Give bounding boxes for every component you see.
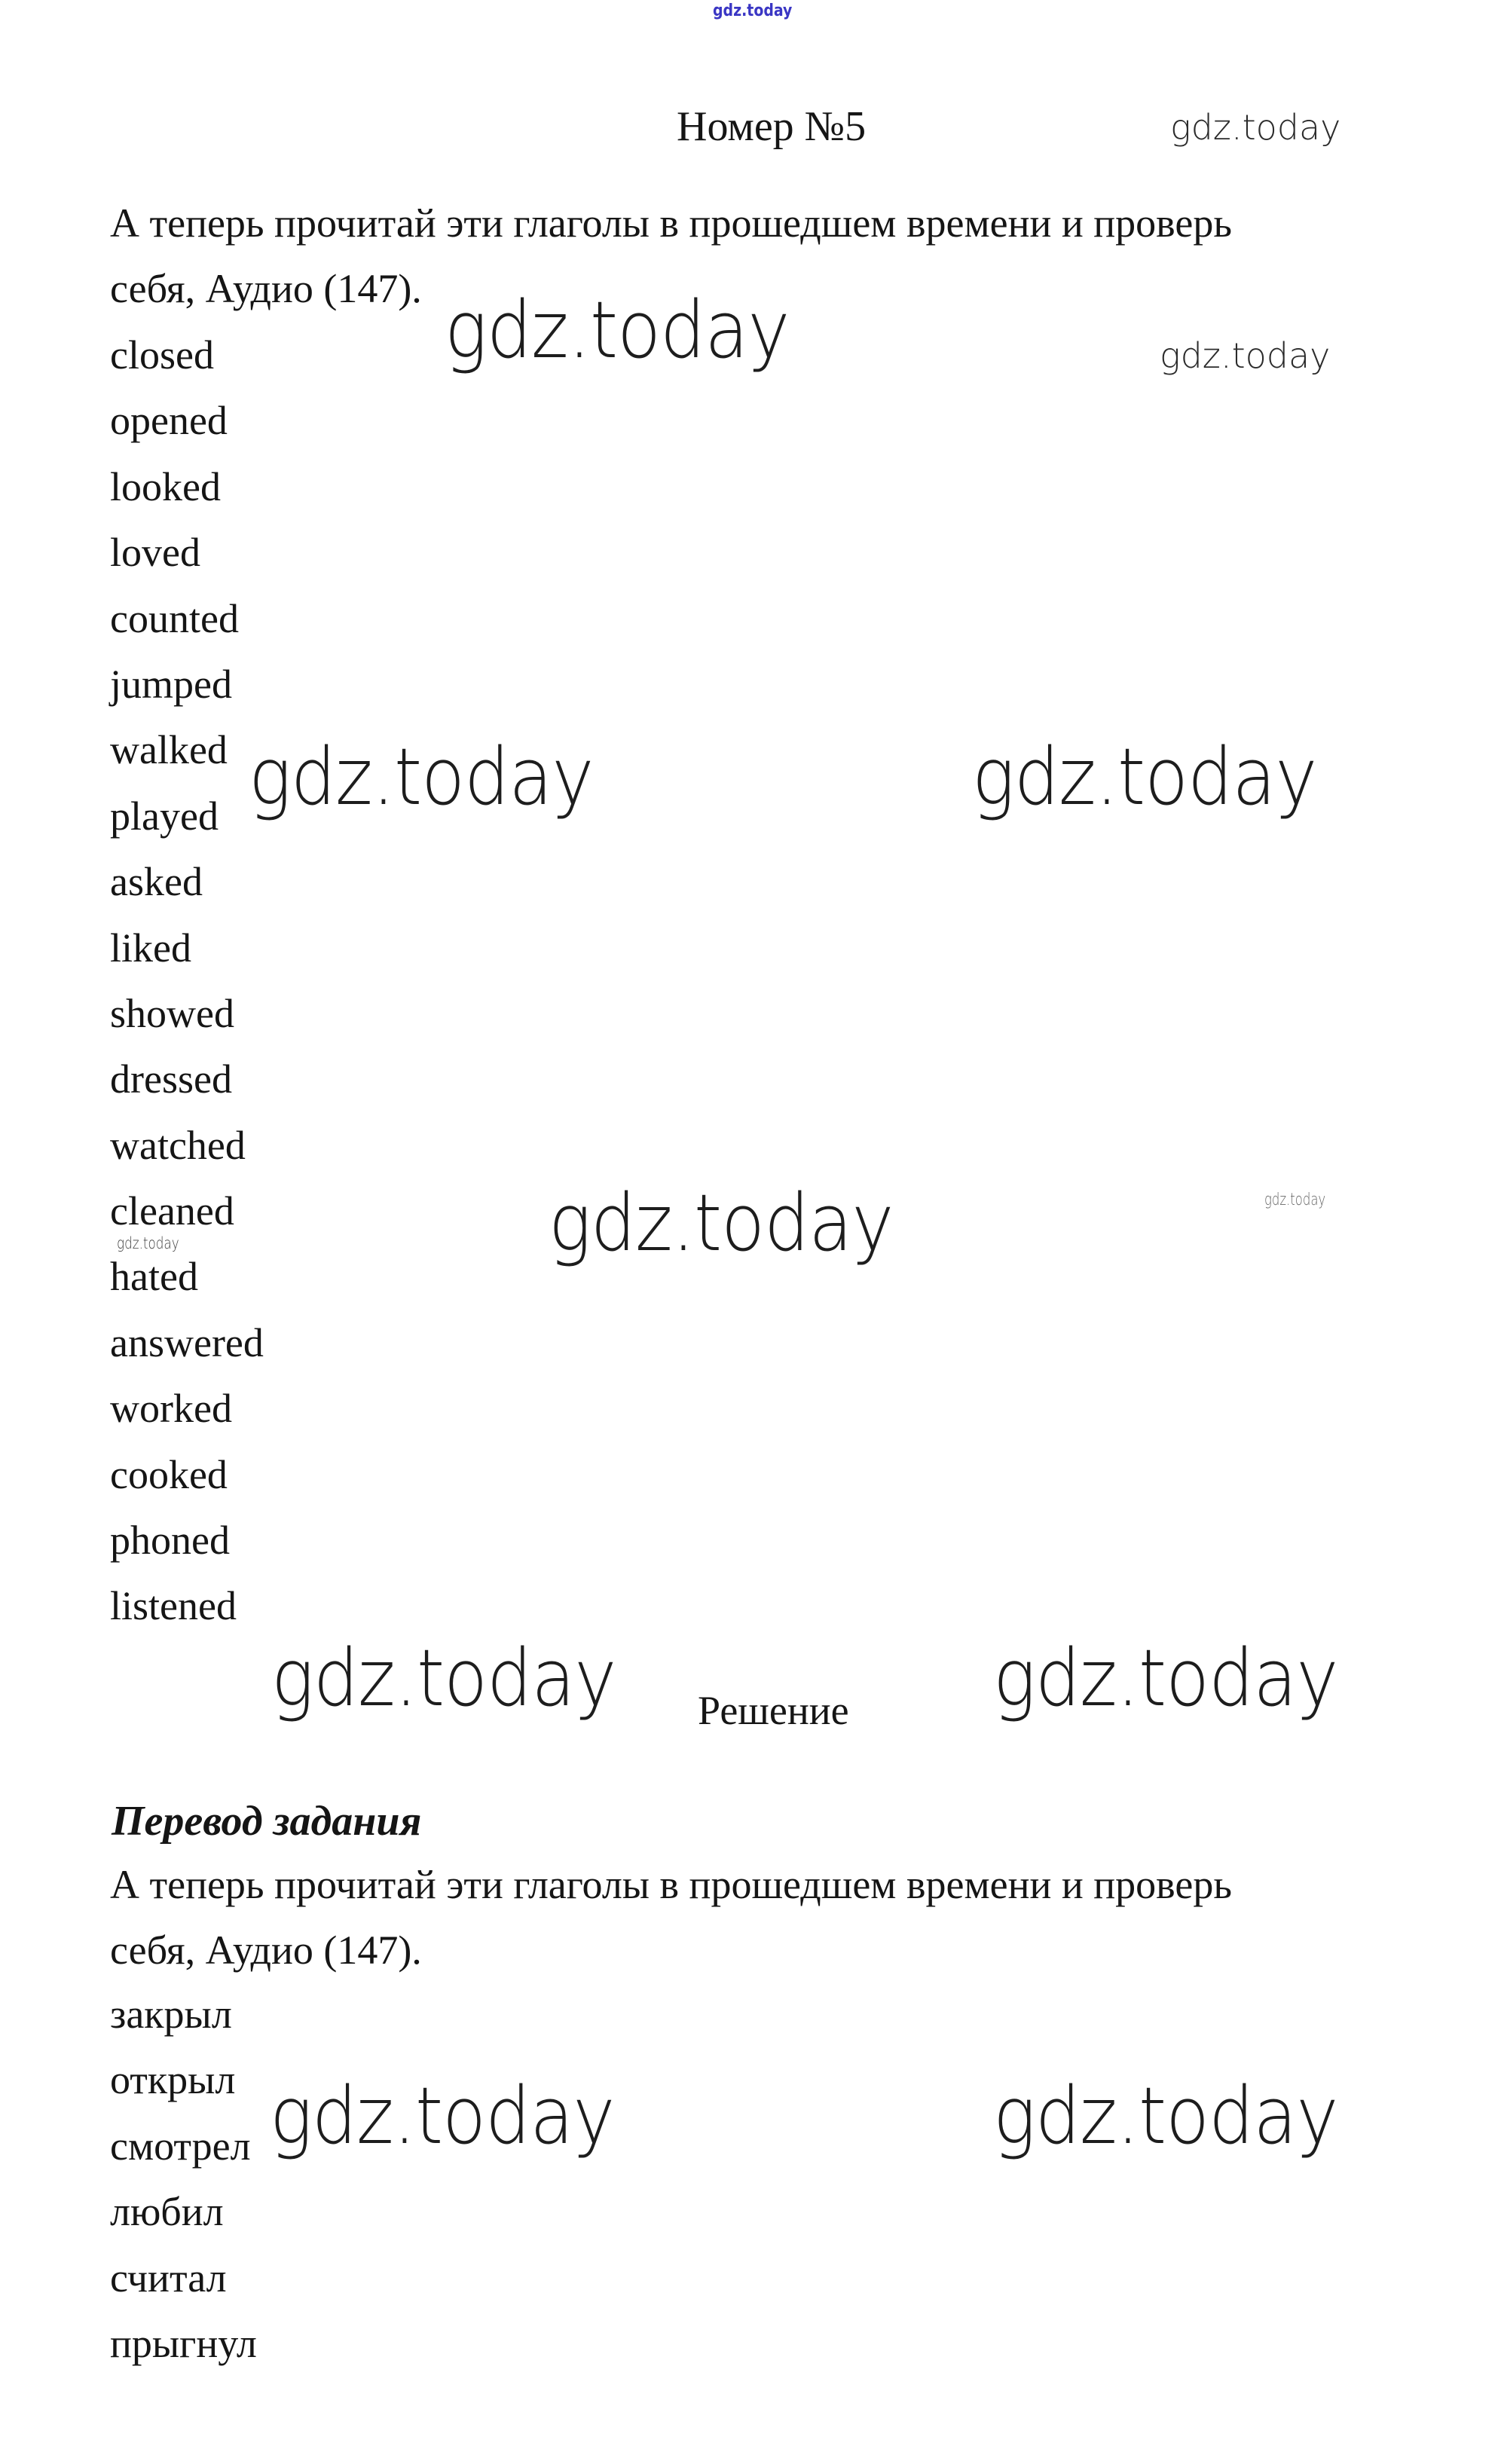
verb-item: answered bbox=[110, 1319, 264, 1365]
verb-item: смотрел bbox=[110, 2123, 251, 2169]
verb-item: cooked bbox=[110, 1451, 228, 1497]
verb-item: dressed bbox=[110, 1056, 232, 1102]
watermark-large-mid-left: gdz.today bbox=[249, 731, 594, 823]
verb-item: asked bbox=[110, 859, 203, 905]
verb-item: любил bbox=[110, 2189, 224, 2235]
verb-item: hated bbox=[110, 1254, 198, 1300]
watermark-tiny-right: gdz.today bbox=[1264, 1191, 1326, 1209]
verb-item: closed bbox=[110, 332, 214, 378]
english-verb-list: closed opened looked loved counted jumpe… bbox=[110, 323, 264, 1640]
watermark-large-bottom-left: gdz.today bbox=[270, 2070, 615, 2162]
verb-item: listened bbox=[110, 1583, 237, 1629]
watermark-large-solution-right: gdz.today bbox=[993, 1632, 1338, 1724]
russian-verb-list: закрыл открыл смотрел любил считал прыгн… bbox=[110, 1982, 257, 2377]
task-line: себя, Аудио (147). bbox=[110, 266, 422, 312]
verb-item: walked bbox=[110, 727, 228, 773]
watermark-header-right: gdz.today bbox=[1170, 107, 1341, 148]
translation-heading: Перевод задания bbox=[112, 1798, 422, 1845]
watermark-small-right: gdz.today bbox=[1160, 335, 1331, 376]
verb-item: открыл bbox=[110, 2057, 236, 2103]
watermark-large-bottom-right: gdz.today bbox=[993, 2070, 1338, 2162]
solution-label: Решение bbox=[698, 1688, 849, 1733]
verb-item: phoned bbox=[110, 1518, 230, 1564]
verb-item: played bbox=[110, 793, 219, 839]
verb-item: watched bbox=[110, 1122, 246, 1168]
task-line: А теперь прочитай эти глаголы в прошедше… bbox=[110, 200, 1232, 246]
verb-item: закрыл bbox=[110, 1992, 232, 2037]
watermark-top-icon: gdz.today bbox=[713, 2, 793, 20]
watermark-large-solution-left: gdz.today bbox=[271, 1632, 616, 1724]
verb-item: worked bbox=[110, 1386, 232, 1432]
verb-item: jumped bbox=[110, 661, 232, 707]
task-paragraph: А теперь прочитай эти глаголы в прошедше… bbox=[110, 191, 1232, 323]
watermark-large-mid-right: gdz.today bbox=[972, 731, 1317, 823]
translation-line: А теперь прочитай эти глаголы в прошедше… bbox=[110, 1862, 1232, 1907]
watermark-large-center: gdz.today bbox=[549, 1177, 894, 1269]
verb-item: liked bbox=[110, 925, 191, 971]
verb-item: прыгнул bbox=[110, 2320, 257, 2366]
verb-item: считал bbox=[110, 2255, 227, 2300]
watermark-large-top-center: gdz.today bbox=[445, 284, 790, 376]
verb-item: opened bbox=[110, 398, 228, 444]
verb-item: looked bbox=[110, 463, 221, 509]
verb-item: showed bbox=[110, 990, 234, 1036]
page-title: Номер №5 bbox=[677, 103, 867, 150]
translation-line: себя, Аудио (147). bbox=[110, 1927, 422, 1973]
translation-paragraph: А теперь прочитай эти глаголы в прошедше… bbox=[110, 1852, 1232, 1984]
verb-item: loved bbox=[110, 530, 200, 576]
verb-item: counted bbox=[110, 595, 239, 641]
watermark-tiny-left: gdz.today bbox=[117, 1234, 179, 1252]
verb-item: cleaned bbox=[110, 1188, 234, 1234]
